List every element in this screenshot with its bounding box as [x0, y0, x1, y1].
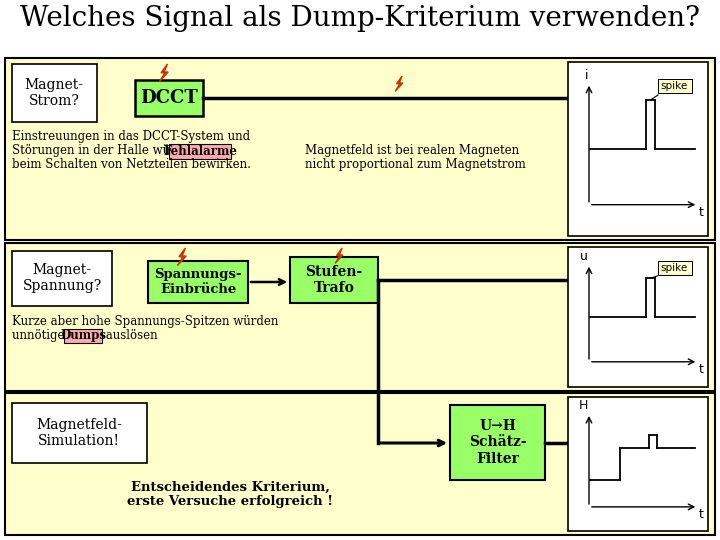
Text: Fehlalarme: Fehlalarme	[163, 145, 237, 158]
Polygon shape	[335, 248, 343, 264]
Bar	[568, 247, 708, 387]
Polygon shape	[177, 248, 186, 266]
Bar	[12, 64, 97, 122]
Text: auslösen: auslösen	[102, 329, 158, 342]
Bar	[12, 251, 112, 306]
Text: t: t	[699, 508, 704, 521]
Bar	[12, 403, 147, 463]
Bar	[5, 243, 715, 391]
Bar	[5, 393, 715, 535]
Bar	[169, 144, 231, 159]
Text: spike: spike	[661, 82, 688, 91]
Bar	[657, 261, 691, 275]
Text: spike: spike	[661, 263, 688, 273]
Text: erste Versuche erfolgreich !: erste Versuche erfolgreich !	[127, 495, 333, 508]
Text: i: i	[585, 69, 588, 82]
Bar	[568, 397, 708, 531]
Text: U→H
Schätz-
Filter: U→H Schätz- Filter	[469, 419, 526, 465]
Text: Entscheidendes Kriterium,: Entscheidendes Kriterium,	[130, 481, 330, 494]
Text: Störungen in der Halle würden: Störungen in der Halle würden	[12, 144, 202, 157]
Text: u: u	[580, 250, 588, 263]
Bar	[290, 257, 378, 303]
Polygon shape	[159, 64, 168, 82]
Polygon shape	[395, 76, 402, 91]
Text: Dumps: Dumps	[60, 329, 106, 342]
Bar	[64, 329, 102, 343]
Text: DCCT: DCCT	[140, 89, 198, 107]
Text: Welches Signal als Dump-Kriterium verwenden?: Welches Signal als Dump-Kriterium verwen…	[20, 5, 700, 32]
Text: Magnet-
Spannung?: Magnet- Spannung?	[22, 263, 102, 293]
Text: Stufen-
Trafo: Stufen- Trafo	[305, 265, 363, 295]
Text: Magnetfeld ist bei realen Magneten: Magnetfeld ist bei realen Magneten	[305, 144, 519, 157]
Text: unnötige: unnötige	[12, 329, 68, 342]
Text: beim Schalten von Netzteilen bewirken.: beim Schalten von Netzteilen bewirken.	[12, 158, 251, 171]
Text: Spannungs-
Einbrüche: Spannungs- Einbrüche	[154, 268, 242, 296]
Text: t: t	[699, 206, 704, 219]
Bar	[135, 80, 203, 116]
Text: H: H	[579, 399, 588, 412]
Bar	[148, 261, 248, 303]
Text: Kurze aber hohe Spannungs-Spitzen würden: Kurze aber hohe Spannungs-Spitzen würden	[12, 315, 279, 328]
Text: Magnet-
Strom?: Magnet- Strom?	[24, 78, 84, 108]
Bar	[450, 405, 545, 480]
Text: Einstreuungen in das DCCT-System und: Einstreuungen in das DCCT-System und	[12, 130, 250, 143]
Text: t: t	[699, 363, 704, 376]
Bar	[568, 62, 708, 236]
Bar	[657, 79, 691, 93]
Text: Magnetfeld-
Simulation!: Magnetfeld- Simulation!	[36, 418, 122, 448]
Bar	[5, 58, 715, 240]
Text: nicht proportional zum Magnetstrom: nicht proportional zum Magnetstrom	[305, 158, 526, 171]
